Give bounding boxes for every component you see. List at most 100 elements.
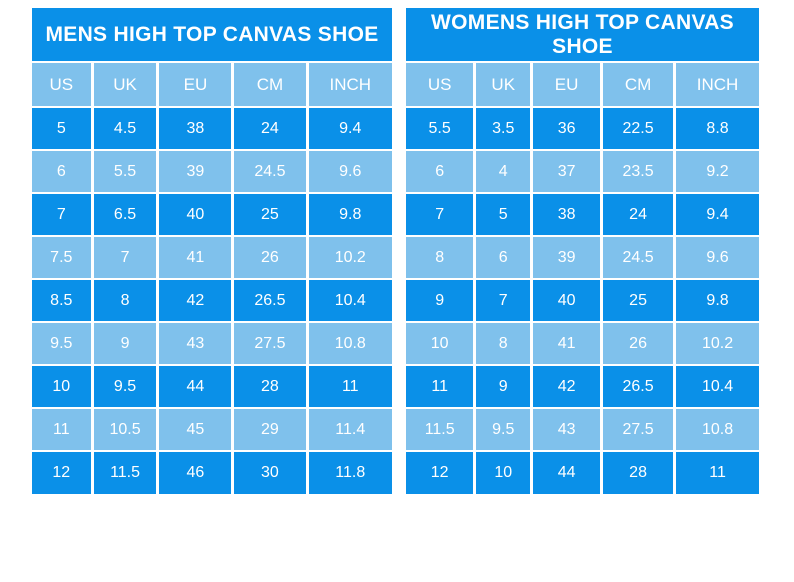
womens-header-row: US UK EU CM INCH bbox=[406, 61, 759, 108]
table-row: 5.5 3.5 36 22.5 8.8 bbox=[406, 106, 759, 151]
table-cell: 42 bbox=[530, 364, 604, 409]
table-cell: 27.5 bbox=[600, 407, 677, 452]
column-header-cm: CM bbox=[231, 61, 309, 108]
table-cell: 10.8 bbox=[673, 407, 759, 452]
table-cell: 11.8 bbox=[305, 450, 392, 494]
table-cell: 9.2 bbox=[673, 149, 759, 194]
table-cell: 43 bbox=[156, 321, 235, 366]
table-row: 12 11.5 46 30 11.8 bbox=[32, 450, 392, 494]
table-cell: 11.4 bbox=[305, 407, 392, 452]
table-cell: 7 bbox=[473, 278, 534, 323]
table-cell: 7 bbox=[406, 192, 477, 237]
column-header-cm: CM bbox=[600, 61, 677, 108]
table-cell: 25 bbox=[231, 192, 309, 237]
table-cell: 42 bbox=[156, 278, 235, 323]
table-cell: 8 bbox=[90, 278, 160, 323]
column-header-eu: EU bbox=[156, 61, 235, 108]
table-row: 6 5.5 39 24.5 9.6 bbox=[32, 149, 392, 194]
table-cell: 41 bbox=[530, 321, 604, 366]
table-cell: 9.4 bbox=[673, 192, 759, 237]
table-cell: 10.8 bbox=[305, 321, 392, 366]
table-cell: 7 bbox=[32, 192, 94, 237]
table-row: 11.5 9.5 43 27.5 10.8 bbox=[406, 407, 759, 452]
column-header-uk: UK bbox=[90, 61, 160, 108]
table-cell: 11 bbox=[32, 407, 94, 452]
table-cell: 10.2 bbox=[305, 235, 392, 280]
table-cell: 11 bbox=[406, 364, 477, 409]
table-cell: 9.8 bbox=[673, 278, 759, 323]
table-cell: 36 bbox=[530, 106, 604, 151]
table-cell: 24.5 bbox=[600, 235, 677, 280]
table-cell: 10 bbox=[473, 450, 534, 494]
table-cell: 39 bbox=[156, 149, 235, 194]
table-cell: 6 bbox=[32, 149, 94, 194]
table-cell: 38 bbox=[156, 106, 235, 151]
table-cell: 8.5 bbox=[32, 278, 94, 323]
table-cell: 22.5 bbox=[600, 106, 677, 151]
womens-size-table: WOMENS HIGH TOP CANVAS SHOE US UK EU CM INCH… bbox=[406, 8, 759, 494]
table-cell: 38 bbox=[530, 192, 604, 237]
table-cell: 12 bbox=[32, 450, 94, 494]
table-row: 11 9 42 26.5 10.4 bbox=[406, 364, 759, 409]
table-row: 5 4.5 38 24 9.4 bbox=[32, 106, 392, 151]
size-table-womens: WOMENS HIGH TOP CANVAS SHOE US UK EU CM INCH… bbox=[406, 8, 759, 494]
table-cell: 45 bbox=[156, 407, 235, 452]
mens-table-body: 5 4.5 38 24 9.4 6 5.5 39 24.5 9.6 7 6.5 40 25 9.8 7.5 7 4… bbox=[32, 106, 392, 494]
table-cell: 10.5 bbox=[90, 407, 160, 452]
table-cell: 9.8 bbox=[305, 192, 392, 237]
table-cell: 6 bbox=[406, 149, 477, 194]
table-cell: 27.5 bbox=[231, 321, 309, 366]
table-cell: 5 bbox=[473, 192, 534, 237]
table-row: 7.5 7 41 26 10.2 bbox=[32, 235, 392, 280]
table-row: 6 4 37 23.5 9.2 bbox=[406, 149, 759, 194]
table-row: 10 8 41 26 10.2 bbox=[406, 321, 759, 366]
table-cell: 6 bbox=[473, 235, 534, 280]
column-header-us: US bbox=[32, 61, 94, 108]
table-cell: 40 bbox=[530, 278, 604, 323]
table-row: 7 5 38 24 9.4 bbox=[406, 192, 759, 237]
table-cell: 9.4 bbox=[305, 106, 392, 151]
table-cell: 46 bbox=[156, 450, 235, 494]
table-cell: 11.5 bbox=[90, 450, 160, 494]
table-cell: 24 bbox=[231, 106, 309, 151]
table-cell: 39 bbox=[530, 235, 604, 280]
table-cell: 26 bbox=[600, 321, 677, 366]
table-cell: 4 bbox=[473, 149, 534, 194]
table-cell: 9.5 bbox=[473, 407, 534, 452]
table-cell: 44 bbox=[156, 364, 235, 409]
table-cell: 41 bbox=[156, 235, 235, 280]
table-cell: 5 bbox=[32, 106, 94, 151]
table-cell: 11 bbox=[305, 364, 392, 409]
table-row: 8.5 8 42 26.5 10.4 bbox=[32, 278, 392, 323]
table-cell: 5.5 bbox=[90, 149, 160, 194]
table-cell: 11.5 bbox=[406, 407, 477, 452]
table-cell: 7.5 bbox=[32, 235, 94, 280]
size-table-mens: MENS HIGH TOP CANVAS SHOE US UK EU CM INCH 5… bbox=[32, 8, 392, 494]
table-cell: 10.4 bbox=[305, 278, 392, 323]
womens-table-title: WOMENS HIGH TOP CANVAS SHOE bbox=[406, 8, 759, 63]
womens-table-body: 5.5 3.5 36 22.5 8.8 6 4 37 23.5 9.2 7 5 38 24 9.4 8 6 39 2… bbox=[406, 106, 759, 494]
column-header-uk: UK bbox=[473, 61, 534, 108]
table-row: 9 7 40 25 9.8 bbox=[406, 278, 759, 323]
size-tables-container: MENS HIGH TOP CANVAS SHOE US UK EU CM INCH 5… bbox=[32, 8, 759, 494]
table-cell: 37 bbox=[530, 149, 604, 194]
table-cell: 5.5 bbox=[406, 106, 477, 151]
column-header-inch: INCH bbox=[673, 61, 759, 108]
table-cell: 28 bbox=[231, 364, 309, 409]
table-row: 12 10 44 28 11 bbox=[406, 450, 759, 494]
mens-table-title: MENS HIGH TOP CANVAS SHOE bbox=[32, 8, 392, 63]
table-cell: 26.5 bbox=[231, 278, 309, 323]
table-cell: 44 bbox=[530, 450, 604, 494]
table-cell: 12 bbox=[406, 450, 477, 494]
table-cell: 9 bbox=[473, 364, 534, 409]
table-cell: 25 bbox=[600, 278, 677, 323]
table-cell: 28 bbox=[600, 450, 677, 494]
table-cell: 7 bbox=[90, 235, 160, 280]
mens-header-row: US UK EU CM INCH bbox=[32, 61, 392, 108]
mens-size-table: MENS HIGH TOP CANVAS SHOE US UK EU CM INCH 5… bbox=[32, 8, 392, 494]
table-cell: 43 bbox=[530, 407, 604, 452]
table-cell: 10 bbox=[406, 321, 477, 366]
table-cell: 9.6 bbox=[305, 149, 392, 194]
table-row: 7 6.5 40 25 9.8 bbox=[32, 192, 392, 237]
